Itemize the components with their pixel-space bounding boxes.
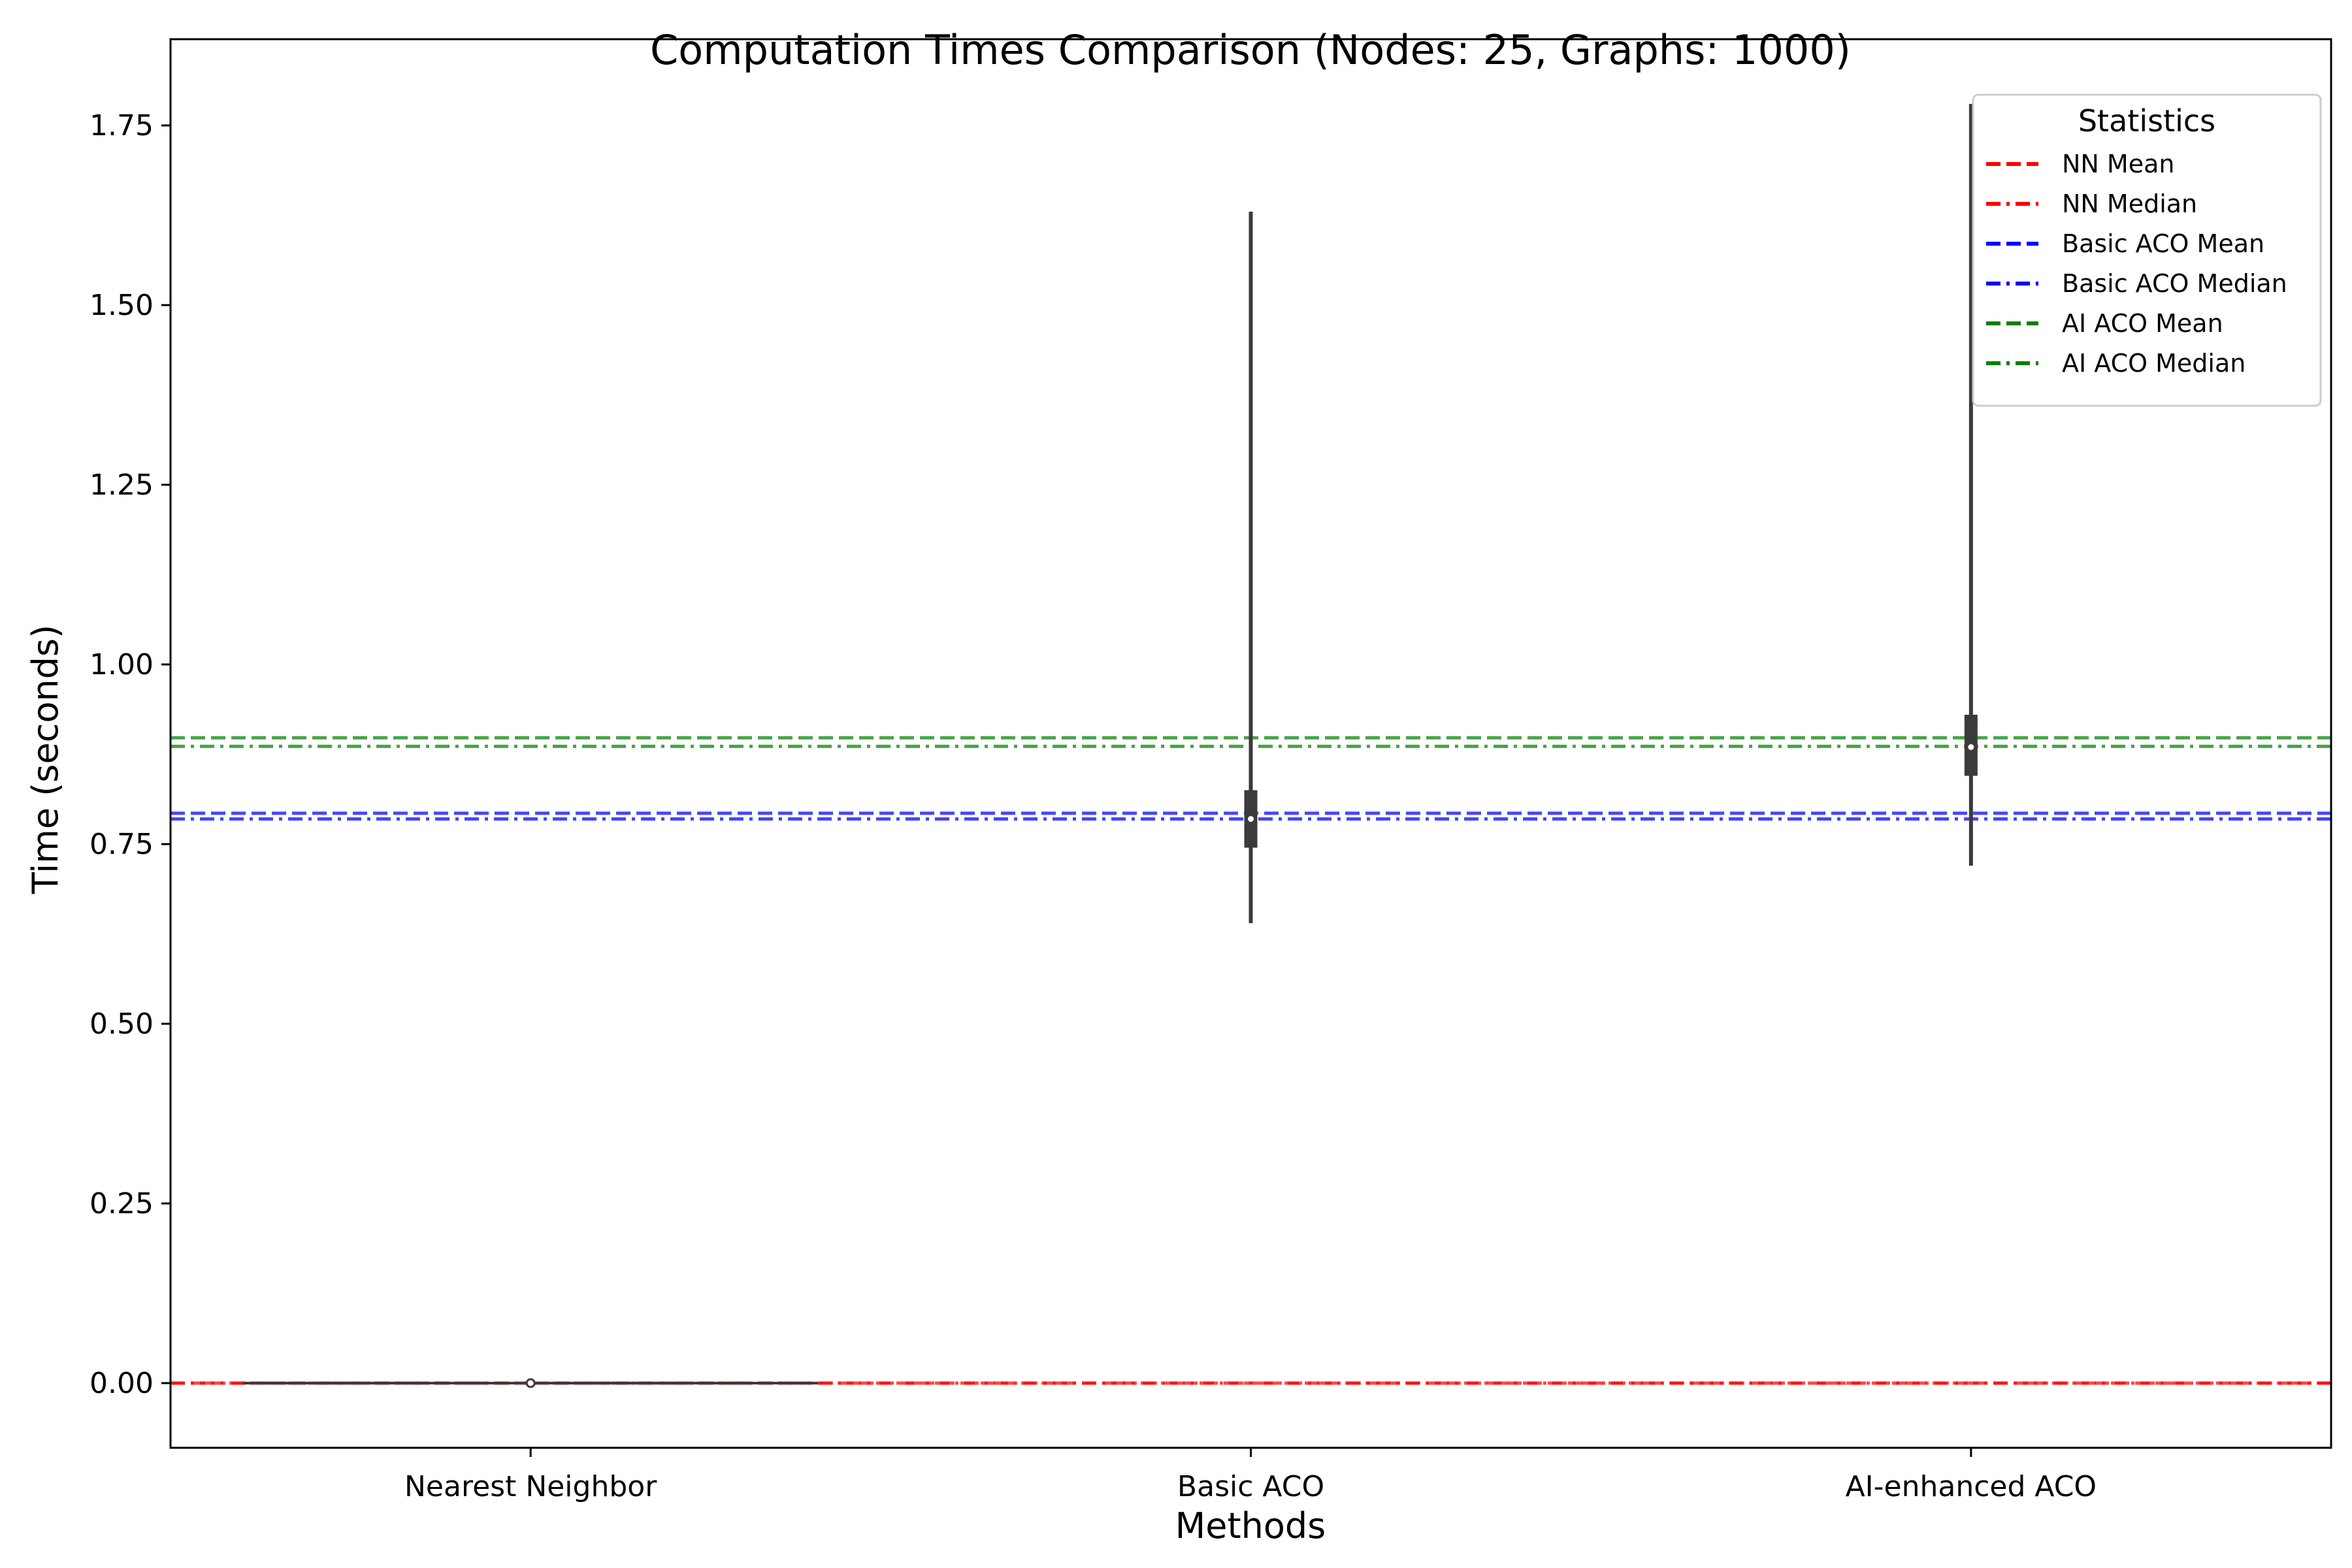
- legend-item-3: Basic ACO Mean: [1986, 229, 2264, 258]
- legend-label-2: NN Median: [2062, 189, 2197, 218]
- x-tick-label-1: Nearest Neighbor: [404, 1470, 657, 1503]
- y-tick-label-3: 0.50: [90, 1007, 154, 1041]
- legend: Statistics NN Mean NN Median Basic ACO Mean…: [1972, 93, 2322, 407]
- x-tick-label-2: Basic ACO: [1177, 1470, 1324, 1503]
- legend-label-6: AI ACO Median: [2062, 349, 2246, 378]
- y-tick-label-2: 0.25: [90, 1187, 154, 1220]
- legend-item-1: NN Mean: [1986, 150, 2174, 178]
- chart-title: Computation Times Comparison (Nodes: 25,…: [650, 26, 1851, 74]
- violin-3: [1964, 104, 1978, 866]
- violin-median-1: [525, 1378, 536, 1388]
- legend-box: [1972, 93, 2322, 407]
- violin-1: [243, 1378, 819, 1388]
- legend-item-6: AI ACO Median: [1986, 349, 2246, 378]
- plot-area: 0.00 0.25 0.50 0.75 1.00 1.25 1.50 1.75 Nearest …: [90, 38, 2332, 1503]
- y-tick-label-5: 1.00: [90, 648, 154, 681]
- legend-label-4: Basic ACO Median: [2062, 269, 2287, 298]
- violin-2: [1244, 212, 1258, 923]
- legend-item-5: AI ACO Mean: [1986, 309, 2223, 338]
- legend-label-3: Basic ACO Mean: [2062, 229, 2264, 258]
- violin-median-2: [1246, 814, 1256, 824]
- x-tick-label-3: AI-enhanced ACO: [1846, 1470, 2097, 1503]
- y-tick-label-7: 1.50: [90, 289, 154, 322]
- legend-label-5: AI ACO Mean: [2062, 309, 2223, 338]
- legend-item-4: Basic ACO Median: [1986, 269, 2287, 298]
- y-tick-label-4: 0.75: [90, 828, 154, 861]
- y-tick-label-6: 1.25: [90, 468, 154, 502]
- y-tick-label-8: 1.75: [90, 109, 154, 142]
- y-tick-label-1: 0.00: [90, 1367, 154, 1400]
- violin-median-3: [1966, 742, 1976, 752]
- y-axis-label: Time (seconds): [25, 625, 66, 894]
- legend-title: Statistics: [2078, 103, 2215, 139]
- legend-label-1: NN Mean: [2062, 150, 2174, 178]
- x-axis-label: Methods: [1175, 1505, 1326, 1546]
- legend-item-2: NN Median: [1986, 189, 2197, 218]
